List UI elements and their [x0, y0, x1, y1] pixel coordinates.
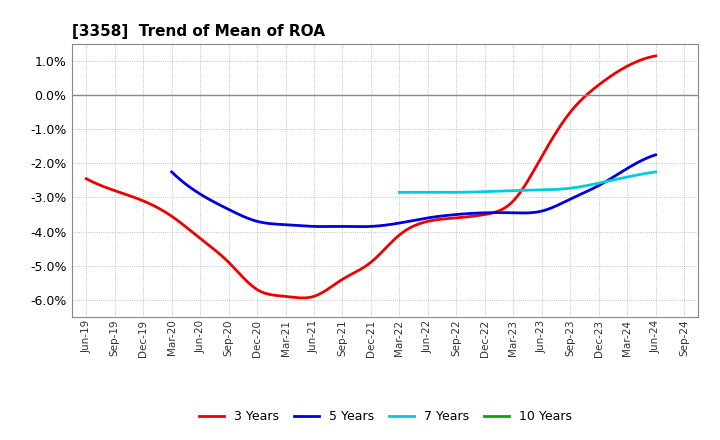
7 Years [396, 190, 405, 195]
7 Years [629, 173, 637, 179]
5 Years [169, 171, 178, 176]
3 Years [432, 217, 441, 222]
Legend: 3 Years, 5 Years, 7 Years, 10 Years: 3 Years, 5 Years, 7 Years, 10 Years [199, 411, 572, 423]
5 Years [356, 224, 365, 229]
3 Years [299, 295, 307, 301]
7 Years [553, 187, 562, 192]
5 Years [465, 211, 474, 216]
3 Years [600, 78, 608, 84]
7 Years [440, 190, 449, 195]
5 Years [652, 152, 660, 158]
3 Years [564, 112, 572, 117]
5 Years [457, 212, 466, 217]
3 Years [82, 176, 91, 181]
3 Years [423, 219, 431, 224]
7 Years [549, 187, 557, 192]
5 Years [167, 169, 176, 175]
3 Years [421, 219, 430, 224]
Text: [3358]  Trend of Mean of ROA: [3358] Trend of Mean of ROA [72, 24, 325, 39]
3 Years [652, 53, 660, 59]
7 Years [395, 190, 404, 195]
5 Years [456, 212, 464, 217]
Line: 3 Years: 3 Years [86, 56, 656, 298]
Line: 5 Years: 5 Years [171, 155, 656, 227]
7 Years [548, 187, 557, 192]
7 Years [612, 177, 621, 182]
5 Years [608, 175, 616, 180]
3 Years [84, 177, 92, 182]
5 Years [577, 191, 585, 197]
7 Years [652, 169, 660, 175]
Line: 7 Years: 7 Years [400, 172, 656, 192]
